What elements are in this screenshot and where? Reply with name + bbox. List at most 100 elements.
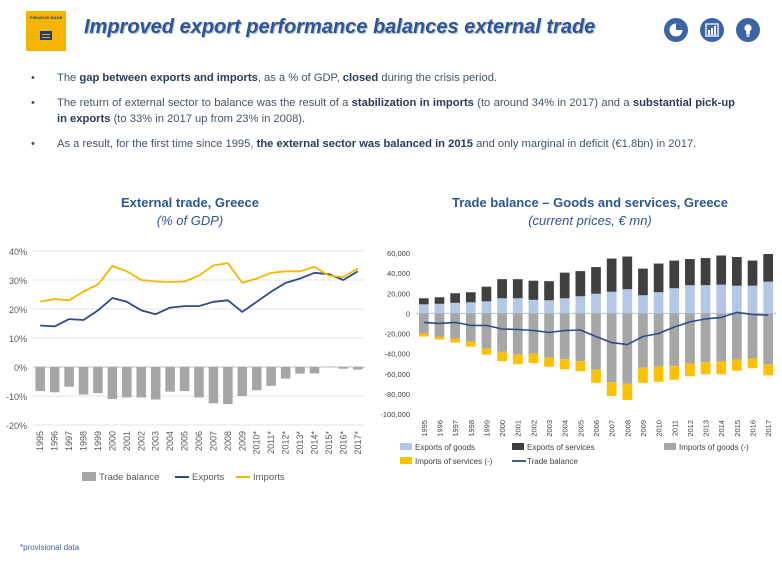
x-tick-label: 2017*	[353, 431, 363, 455]
x-tick-label: 1998	[467, 420, 476, 437]
text-run: during the crisis period.	[378, 72, 498, 84]
trade-balance-bar	[295, 367, 305, 374]
imports-services-bar	[512, 354, 523, 365]
y-tick-label: -10%	[6, 392, 27, 402]
imports-services-bar	[575, 361, 586, 372]
imports-line	[40, 262, 359, 303]
exports-services-bar	[716, 255, 727, 285]
imports-services-bar	[716, 361, 727, 375]
x-tick-label: 2007	[208, 431, 218, 451]
exports-goods-bar	[685, 285, 695, 314]
imports-services-bar	[528, 353, 539, 364]
pie-chart-icon[interactable]	[664, 18, 688, 42]
legend-swatch-imports-goods	[664, 443, 676, 450]
logo-mark	[40, 31, 52, 40]
imports-services-bar	[497, 351, 507, 362]
x-tick-label: 2010*	[252, 431, 262, 455]
imports-services-bar	[732, 359, 742, 371]
imports-goods-bar	[450, 313, 460, 339]
exports-services-bar	[606, 258, 617, 292]
legend-label: Trade balance	[99, 472, 159, 483]
exports-services-bar	[481, 286, 492, 302]
imports-goods-bar	[638, 313, 648, 368]
exports-goods-bar	[434, 303, 445, 314]
bullet-dot: •	[31, 96, 35, 109]
legend-label: Imports of goods (-)	[679, 443, 749, 452]
legend-label: Exports of services	[527, 443, 595, 452]
legend-swatch-exports-services	[512, 443, 524, 450]
exports-services-bar	[669, 260, 680, 289]
imports-services-bar	[591, 369, 601, 383]
trade-balance-bar	[136, 367, 147, 398]
imports-goods-bar	[528, 313, 539, 354]
exports-services-bar	[685, 259, 695, 286]
y-tick-label: -40,000	[385, 350, 410, 359]
exports-goods-bar	[450, 302, 460, 314]
trade-balance-bar	[49, 367, 60, 393]
trade-balance-bar	[93, 367, 103, 394]
exports-services-bar	[732, 257, 742, 286]
lightbulb-icon[interactable]	[736, 18, 760, 42]
imports-services-bar	[559, 359, 570, 370]
x-tick-label: 2011	[670, 420, 679, 436]
trade-balance-bar	[179, 367, 190, 392]
y-tick-label: -100,000	[380, 410, 410, 419]
imports-goods-bar	[575, 313, 586, 362]
trade-balance-line	[423, 311, 769, 346]
trade-balance-bar	[237, 367, 248, 396]
x-tick-label: 2011*	[266, 431, 276, 454]
trade-balance-bar	[107, 367, 118, 399]
exports-services-bar	[591, 267, 601, 294]
trade-balance-bar	[208, 367, 219, 404]
x-tick-label: 2015*	[324, 431, 334, 455]
trade-balance-bar	[338, 367, 349, 369]
imports-goods-bar	[481, 313, 492, 349]
bullet-3-text: As a result, for the first time since 19…	[57, 138, 696, 150]
x-tick-label: 1997	[451, 420, 460, 437]
x-tick-label: 1999	[93, 431, 103, 451]
x-tick-label: 2005	[180, 431, 190, 451]
bullet-1: • The gap between exports and imports, a…	[31, 70, 735, 87]
trade-balance-bar	[35, 367, 45, 392]
x-tick-label: 2009	[639, 420, 648, 437]
text-run: and only marginal in deficit (€1.8bn) in…	[473, 137, 697, 150]
imports-goods-bar	[685, 313, 695, 364]
trade-balance-bar	[194, 367, 204, 398]
exports-services-bar	[638, 268, 648, 296]
footnote: *provisional data	[20, 543, 80, 552]
x-tick-label: 2003	[151, 431, 161, 451]
x-tick-label: 2001	[514, 420, 523, 437]
x-tick-label: 2009	[237, 431, 247, 451]
text-run: The return of external sector to balance…	[57, 96, 352, 109]
exports-line	[40, 270, 359, 328]
bold-run: the external sector was balanced in 2015	[256, 137, 474, 150]
bold-run: closed	[342, 72, 379, 84]
bank-logo: PIRAEUS BANK	[26, 11, 66, 51]
exports-goods-bar	[591, 293, 601, 314]
text-run: The	[57, 72, 80, 84]
x-tick-label: 2013	[702, 420, 711, 437]
imports-goods-bar	[434, 313, 445, 337]
y-tick-label: 0%	[14, 363, 27, 373]
imports-goods-bar	[747, 313, 758, 359]
x-tick-label: 2010	[655, 420, 664, 437]
x-tick-label: 2002	[529, 420, 538, 437]
bold-run: stabilization in imports	[351, 96, 474, 109]
imports-goods-bar	[700, 313, 711, 363]
exports-goods-bar	[559, 298, 570, 314]
x-tick-label: 2016	[749, 420, 758, 437]
chart1-subtitle: (% of GDP)	[156, 213, 224, 228]
imports-goods-bar	[606, 313, 617, 383]
bar-chart-icon[interactable]	[700, 18, 724, 42]
bullet-1-text: The gap between exports and imports, as …	[57, 72, 497, 84]
bold-run: gap between exports and imports	[79, 72, 258, 84]
y-tick-label: 30%	[9, 276, 27, 286]
y-tick-label: 20%	[9, 305, 27, 315]
y-tick-label: 40,000	[387, 269, 410, 278]
text-run: As a result, for the first time since 19…	[57, 137, 257, 150]
x-tick-label: 2014	[717, 420, 726, 437]
trade-balance-bar	[324, 366, 334, 368]
legend-swatch-imports-services	[400, 457, 412, 464]
legend-swatch-trade-balance	[82, 472, 96, 481]
